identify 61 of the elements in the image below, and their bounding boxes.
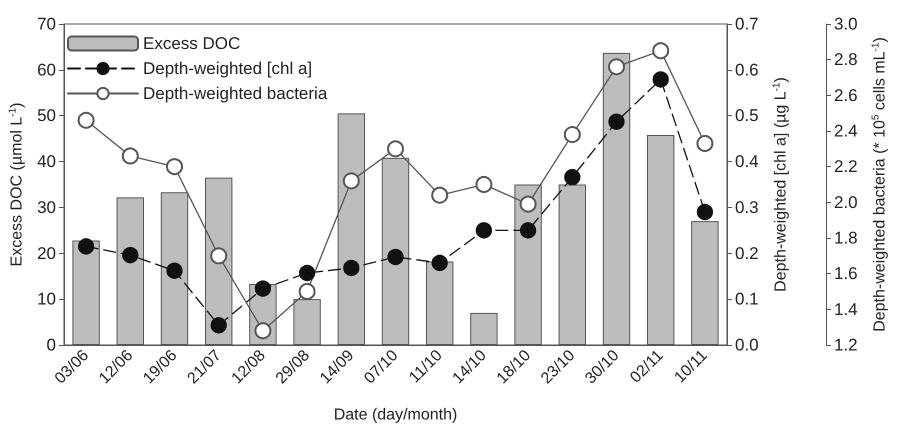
y3-axis-title: Depth-weighted bacteria (* 105 cells mL-1) [870, 37, 888, 332]
point [342, 172, 360, 190]
point [210, 247, 228, 264]
point [166, 262, 183, 279]
y2-tick-label: 0.3 [735, 198, 759, 217]
x-axis-title: Date (day/month) [334, 406, 458, 424]
point [476, 222, 492, 239]
point [696, 204, 714, 220]
y3-tick-label: 2.6 [834, 86, 858, 105]
y-tick-label: 70 [37, 14, 56, 34]
point [652, 42, 670, 60]
y3-tick-label: 2.4 [834, 122, 858, 140]
point [166, 158, 183, 176]
legend-label: Depth-weighted bacteria [143, 84, 328, 103]
y-tick-label: 0 [46, 336, 56, 354]
point [254, 280, 272, 297]
y2-tick-label: 0.1 [735, 290, 759, 309]
point [564, 169, 580, 186]
y-axis-title: Excess DOC (µmol L-1) [8, 102, 26, 266]
y-tick-label: 60 [37, 60, 56, 80]
y2-tick-label: 0.7 [735, 14, 759, 34]
point [520, 222, 536, 239]
point [475, 176, 492, 193]
y2-tick-label: 0.5 [735, 106, 759, 126]
point [387, 248, 404, 266]
point [122, 147, 139, 164]
point [608, 58, 625, 76]
point [343, 260, 360, 276]
y2-axis-title: Depth-weighted [chl a] (µg L-1) [772, 77, 790, 292]
point [564, 126, 581, 144]
y2-tick-label: 0.2 [735, 244, 759, 263]
y-tick-label: 50 [37, 106, 56, 126]
y3-tick-label: 1.8 [834, 228, 858, 248]
point [431, 186, 448, 204]
point [78, 238, 94, 255]
y2-tick-label: 0.6 [735, 60, 759, 80]
y-tick-label: 20 [37, 244, 56, 263]
y-tick-label: 10 [37, 290, 56, 309]
y-tick-label: 30 [37, 198, 56, 217]
y-tick-label: 40 [37, 152, 56, 172]
point [210, 317, 227, 334]
point [652, 71, 669, 88]
y3-tick-label: 1.6 [834, 264, 858, 284]
legend-label: Excess DOC [143, 34, 240, 53]
y3-tick-label: 3.0 [834, 14, 858, 34]
point [122, 246, 138, 264]
y3-tick-label: 2.2 [834, 157, 858, 176]
point [298, 283, 316, 300]
point [387, 140, 404, 158]
y2-tick-label: 0.0 [735, 336, 759, 354]
y3-tick-label: 1.2 [834, 336, 858, 354]
legend-label: Depth-weighted [chl a] [143, 59, 312, 78]
point [254, 322, 272, 340]
point [298, 264, 316, 282]
point [520, 196, 537, 213]
point [608, 114, 625, 130]
y3-tick-label: 1.4 [834, 300, 858, 319]
point [432, 254, 448, 272]
y2-tick-label: 0.4 [735, 152, 759, 172]
y3-tick-label: 2.8 [834, 50, 858, 70]
y3-tick-label: 2.0 [834, 192, 858, 212]
